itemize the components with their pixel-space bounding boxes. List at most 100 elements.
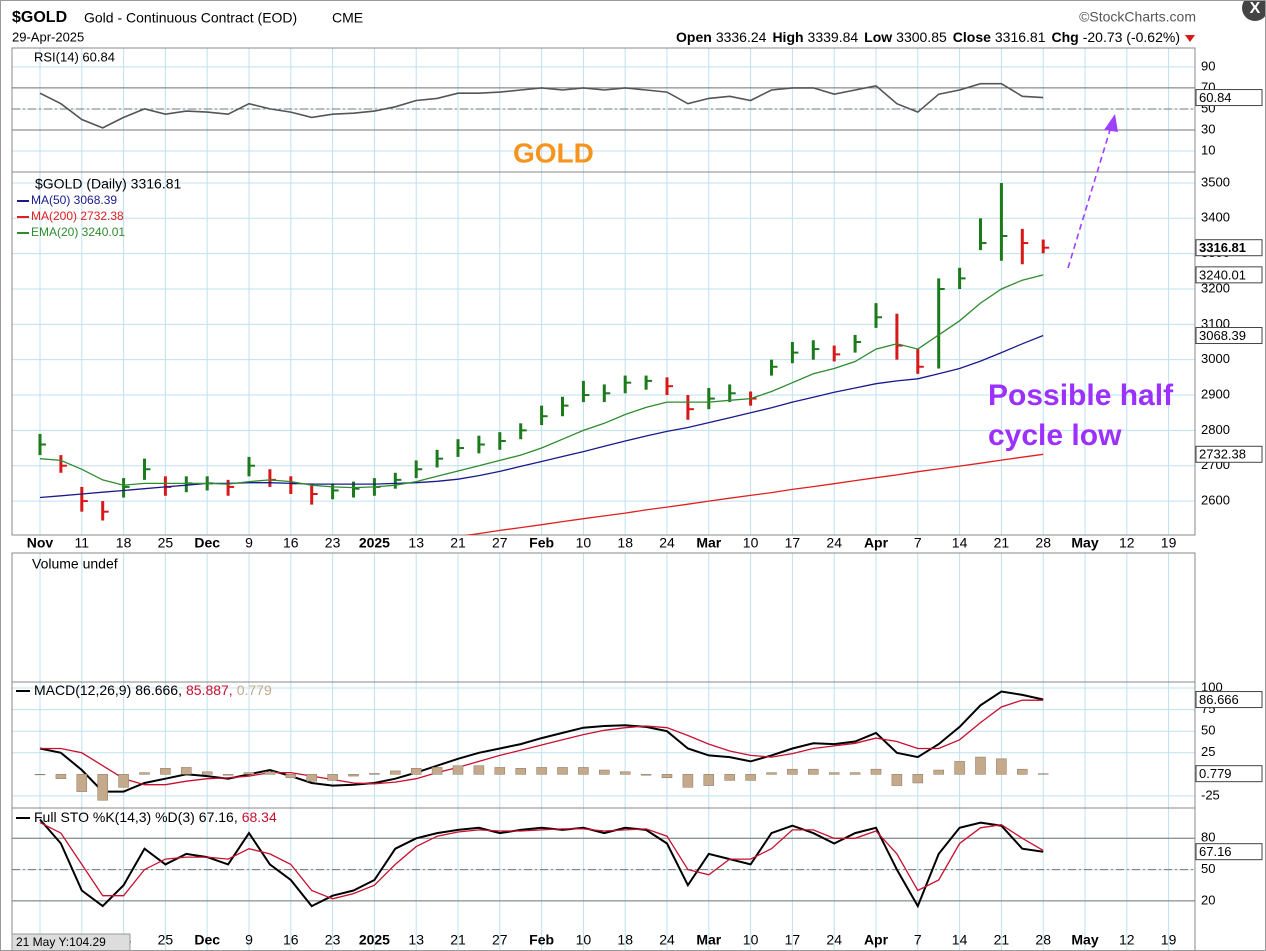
y-tick-label: 50 (1201, 723, 1215, 738)
legend-label: 0.779 (237, 682, 272, 698)
histogram-bar (766, 772, 777, 775)
x-tick-label: Mar (696, 932, 721, 948)
histogram-bar (745, 774, 756, 781)
x-tick-label: 18 (617, 932, 633, 948)
histogram-bar (557, 767, 568, 775)
x-tick-label: 12 (1119, 932, 1135, 948)
cursor-box (11, 933, 131, 951)
value-tag: 3316.81 (1199, 240, 1246, 255)
histogram-bar (933, 769, 944, 775)
quote: Open 3336.24 High 3339.84 Low 3300.85 Close 331… (676, 29, 1180, 45)
histogram-bar (808, 768, 819, 775)
x-tick-label: Apr (864, 535, 889, 551)
histogram-bar (201, 771, 213, 775)
panel-border (11, 171, 1196, 536)
histogram-bar (494, 767, 506, 775)
histogram-bar (452, 765, 464, 775)
y-tick-label: 90 (1201, 58, 1215, 73)
y-tick-label: 50 (1201, 861, 1215, 876)
x-tick-label: 2025 (359, 535, 390, 551)
panel-border (11, 681, 1196, 809)
histogram-bar (640, 774, 652, 776)
quote-value: 3316.81 (995, 29, 1046, 45)
histogram-bar (369, 773, 380, 775)
y-tick-label: 30 (1201, 121, 1215, 136)
annotation: cycle low (988, 419, 1122, 452)
quote-value: -20.73 (-0.62%) (1083, 29, 1180, 45)
histogram-bar (661, 774, 673, 779)
close-label[interactable]: X (1250, 0, 1261, 17)
histogram-bar (118, 774, 129, 788)
close-button[interactable] (1242, 0, 1266, 21)
subtitle: Gold - Continuous Contract (EOD) (84, 10, 297, 26)
x-tick-label: Mar (696, 535, 721, 551)
legend-label: MA(50) 3068.39 (31, 193, 117, 207)
value-tag-box (1195, 239, 1263, 257)
value-tag: 3240.01 (1199, 267, 1246, 282)
x-tick-label: May (1071, 932, 1098, 948)
x-tick-label: 23 (325, 535, 341, 551)
x-tick-label: 9 (245, 535, 253, 551)
quote-label: Open (676, 29, 712, 45)
x-tick-label: 24 (659, 932, 675, 948)
histogram-bar (682, 774, 694, 788)
value-tag-box (1195, 445, 1263, 463)
y-tick-label: 80 (1201, 830, 1215, 845)
histogram-bar (76, 774, 88, 792)
histogram-bar (348, 774, 359, 777)
x-tick-label: 25 (158, 535, 174, 551)
x-tick-label: 27 (492, 535, 508, 551)
histogram-bar (431, 767, 443, 775)
x-tick-label: 25 (158, 932, 174, 948)
title-text: MACD(12,26,9) (34, 682, 131, 698)
y-tick-label: 100 (1201, 679, 1223, 694)
quote-label: Low (864, 29, 892, 45)
y-tick-label: 20 (1201, 892, 1215, 907)
histogram-bar (599, 769, 610, 775)
x-tick-label: Dec (194, 932, 220, 948)
histogram-bar (912, 774, 924, 784)
histogram-bar (975, 756, 986, 775)
histogram-bar (139, 772, 150, 775)
x-tick-label: 16 (283, 932, 299, 948)
x-tick-label: 21 (450, 535, 466, 551)
histogram-bar (515, 768, 526, 775)
value-tag: 0.779 (1199, 766, 1232, 781)
histogram-bar (243, 772, 255, 775)
x-tick-label: 17 (785, 535, 801, 551)
histogram-bar (1017, 768, 1028, 775)
value-tag-box (1195, 843, 1263, 861)
histogram-bar (1037, 773, 1049, 775)
x-tick-label: 2025 (359, 932, 390, 948)
series-line (40, 699, 1044, 786)
quote-value: 3336.24 (716, 29, 767, 45)
plot (39, 818, 1044, 909)
quote-value: 3339.84 (808, 29, 859, 45)
y-tick-label: 3000 (1201, 351, 1230, 366)
histogram-bar (410, 768, 422, 775)
histogram-bar (787, 768, 798, 775)
panel-title: MACD(12,26,9) 86.666, 85.887, 0.779 (34, 682, 272, 698)
histogram-bar (181, 767, 192, 775)
down-arrow (1185, 35, 1195, 42)
histogram-bar (828, 772, 840, 775)
series-line (463, 453, 1044, 535)
histogram-bar (578, 767, 589, 775)
x-tick-label: Feb (529, 932, 554, 948)
quote-label: Chg (1052, 29, 1079, 45)
value-tag-box (1195, 691, 1263, 709)
histogram-bar (996, 758, 1007, 775)
x-tick-label: 19 (1161, 535, 1177, 551)
histogram-bar (849, 772, 861, 775)
series-line (39, 82, 1044, 129)
x-tick-label: 7 (914, 932, 922, 948)
histogram-bar (327, 774, 338, 781)
x-tick-label: 11 (75, 535, 90, 551)
value-tag: 60.84 (1199, 90, 1232, 105)
histogram-bar (619, 771, 631, 775)
histogram-bar (891, 774, 903, 786)
legend-label: 86.666, (135, 682, 182, 698)
histogram-bar (954, 761, 965, 775)
plot (38, 182, 1050, 535)
date: 29-Apr-2025 (12, 29, 84, 44)
